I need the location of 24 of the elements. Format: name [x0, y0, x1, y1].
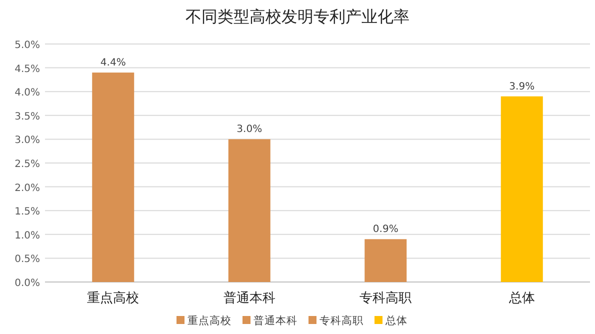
x-tick-label: 普通本科 [223, 290, 276, 306]
y-tick-label: 4.0% [14, 88, 40, 99]
x-tick-label: 重点高校 [87, 290, 140, 306]
y-tick-label: 5.0% [14, 40, 40, 51]
chart-title: 不同类型高校发明专利产业化率 [186, 7, 410, 26]
y-tick-label: 0.5% [14, 254, 40, 266]
data-label: 3.0% [236, 124, 262, 136]
y-tick-label: 4.5% [14, 64, 40, 75]
data-label: 0.9% [372, 224, 398, 236]
y-tick-label: 2.5% [14, 159, 40, 170]
legend-label: 普通本科 [254, 314, 298, 327]
data-label: 3.9% [509, 81, 535, 92]
y-tick-label: 0.0% [14, 278, 40, 289]
y-tick-label: 1.5% [14, 206, 40, 218]
y-tick-label: 2.0% [14, 182, 40, 194]
x-tick-label: 专科高职 [360, 290, 412, 306]
legend-label: 总体 [384, 314, 408, 327]
legend-label: 专科高职 [320, 314, 364, 327]
x-tick-label: 总体 [508, 291, 535, 306]
y-tick-label: 3.0% [14, 135, 40, 146]
data-label: 4.4% [100, 58, 126, 69]
legend-label: 重点高校 [188, 314, 232, 327]
y-tick-label: 1.0% [14, 230, 40, 242]
y-tick-label: 3.5% [14, 111, 40, 122]
